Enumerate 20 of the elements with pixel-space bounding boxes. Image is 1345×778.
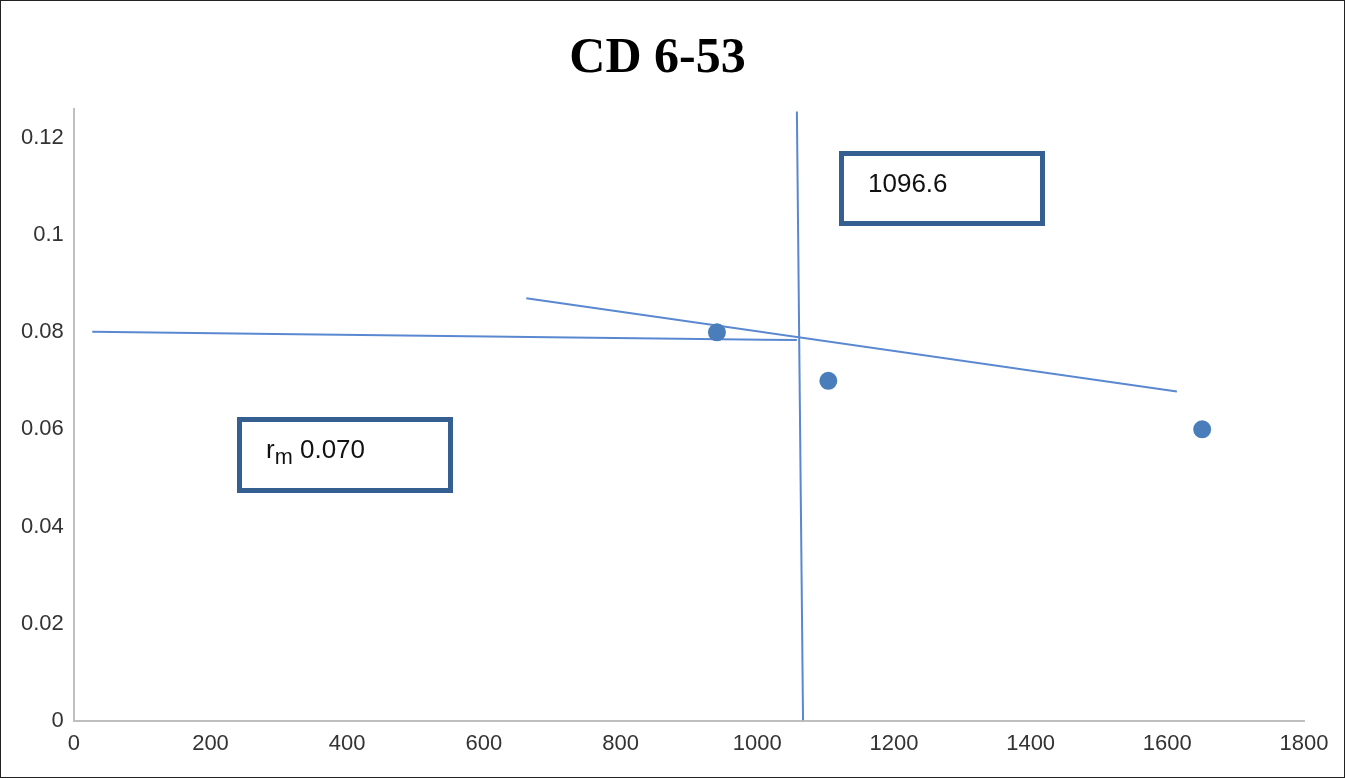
- y-tick-label: 0.08: [20, 318, 64, 344]
- x-tick-label: 1400: [1006, 729, 1056, 755]
- x-tick-label: 600: [465, 729, 503, 755]
- y-tick-label: 0.1: [33, 221, 64, 247]
- x-tick-label: 1800: [1279, 729, 1329, 755]
- annotation: r$_{m}$ 0.070: [237, 417, 453, 493]
- x-tick-label: 1000: [732, 729, 782, 755]
- y-tick-label: 0.02: [20, 609, 64, 635]
- y-tick-label: 0.06: [20, 415, 64, 441]
- x-tick-label: 1200: [869, 729, 919, 755]
- x-tick-label: 200: [192, 729, 229, 755]
- x-tick-label: 0: [67, 729, 80, 755]
- y-tick-label: 0.04: [20, 512, 64, 538]
- chart-title: CD 6-53: [569, 26, 746, 83]
- x-tick-label: 400: [328, 729, 366, 755]
- y-tick-label: 0: [51, 706, 64, 732]
- annotation: 1096.6: [839, 151, 1045, 226]
- x-tick-label: 800: [602, 729, 639, 755]
- x-tick-label: 1600: [1142, 729, 1192, 755]
- y-tick-label: 0.12: [20, 124, 64, 150]
